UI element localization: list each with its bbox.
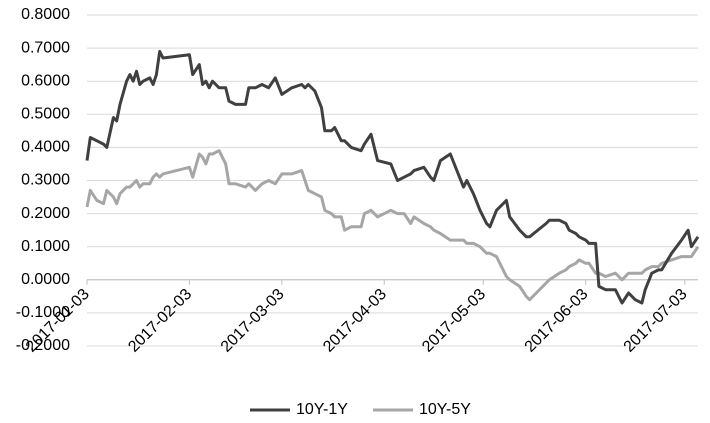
- y-tick-label: 0.8000: [21, 6, 70, 23]
- x-tick-label: 2017-03-03: [218, 286, 288, 356]
- y-tick-label: 0.2000: [21, 205, 70, 222]
- series-line: [85, 149, 700, 302]
- y-tick-label: 0.6000: [21, 72, 70, 89]
- x-tick-label: 2017-05-03: [419, 286, 489, 356]
- y-tick-label: -0.1000: [16, 304, 70, 321]
- y-tick-label: -0.2000: [16, 337, 70, 354]
- y-tick-label: 0.0000: [21, 271, 70, 288]
- y-tick-label: 0.7000: [21, 39, 70, 56]
- y-tick-label: 0.3000: [21, 172, 70, 189]
- x-tick-label: 2017-04-03: [320, 286, 390, 356]
- y-tick-label: 0.4000: [21, 139, 70, 156]
- x-tick-label: 2017-02-03: [125, 286, 195, 356]
- y-tick-label: 0.1000: [21, 238, 70, 255]
- y-tick-label: 0.5000: [21, 106, 70, 123]
- legend-label: 10Y-1Y: [296, 401, 348, 418]
- series-line: [85, 49, 700, 305]
- legend-label: 10Y-5Y: [419, 401, 471, 418]
